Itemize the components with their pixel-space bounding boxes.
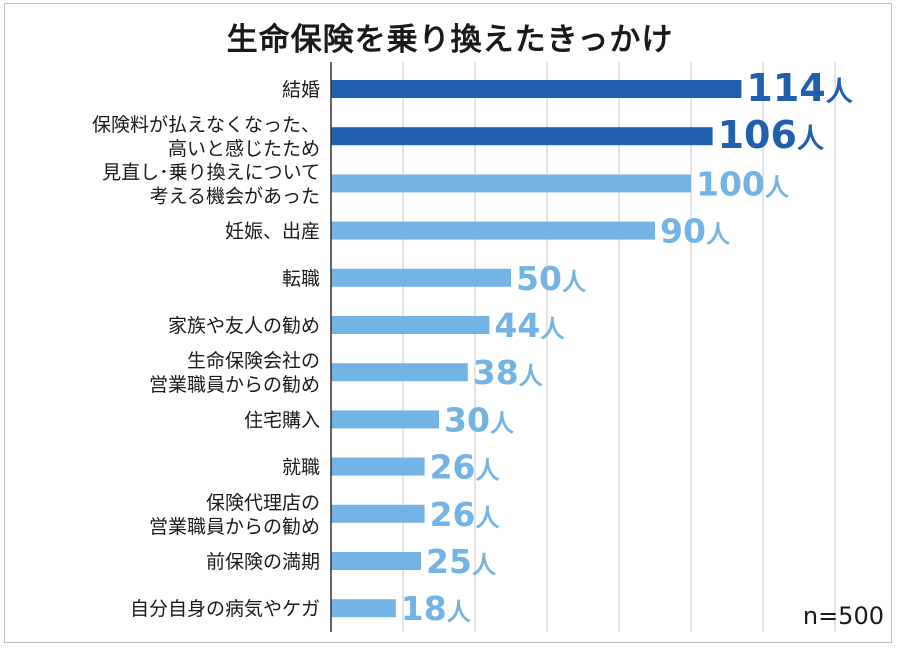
category-label-10: 保険代理店の営業職員からの勧め xyxy=(149,492,320,538)
data-label-9: 26人 xyxy=(430,448,500,487)
bar-1 xyxy=(331,80,742,98)
category-label-5: 転職 xyxy=(282,268,320,290)
bar-6 xyxy=(331,316,490,334)
bar-4 xyxy=(331,221,655,240)
category-label-1: 結婚 xyxy=(282,79,320,101)
bar-7 xyxy=(331,363,468,382)
data-label-10: 26人 xyxy=(430,495,500,534)
data-label-3: 100人 xyxy=(696,164,789,203)
category-label-7: 生命保険会社の営業職員からの勧め xyxy=(149,350,320,396)
sample-size-note: n=500 xyxy=(802,602,884,630)
category-label-11: 前保険の満期 xyxy=(206,551,320,573)
data-label-5: 50人 xyxy=(516,259,586,298)
bar-11 xyxy=(331,552,421,570)
category-label-6: 家族や友人の勧め xyxy=(168,315,320,337)
data-label-4: 90人 xyxy=(660,212,730,251)
bar-3 xyxy=(331,174,691,193)
category-label-9: 就職 xyxy=(282,457,320,479)
data-label-8: 30人 xyxy=(444,400,514,439)
data-label-7: 38人 xyxy=(473,353,543,392)
category-label-12: 自分自身の病気やケガ xyxy=(130,598,320,620)
bar-10 xyxy=(331,504,425,523)
bar-12 xyxy=(331,599,396,618)
data-label-2: 106人 xyxy=(718,113,824,157)
category-label-8: 住宅購入 xyxy=(244,409,320,431)
category-label-4: 妊娠、出産 xyxy=(225,221,320,243)
data-label-6: 44人 xyxy=(494,306,564,345)
bar-9 xyxy=(331,457,425,476)
bar-8 xyxy=(331,410,439,429)
data-label-1: 114人 xyxy=(746,66,852,110)
bar-5 xyxy=(331,268,511,287)
data-label-12: 18人 xyxy=(401,589,471,628)
data-label-11: 25人 xyxy=(426,542,496,581)
bar-2 xyxy=(331,127,713,146)
chart-title: 生命保険を乗り換えたきっかけ xyxy=(226,22,674,58)
category-label-3: 見直し･乗り換えについて考える機会があった xyxy=(102,161,320,207)
category-label-2: 保険料が払えなくなった、高いと感じたため xyxy=(92,114,320,160)
